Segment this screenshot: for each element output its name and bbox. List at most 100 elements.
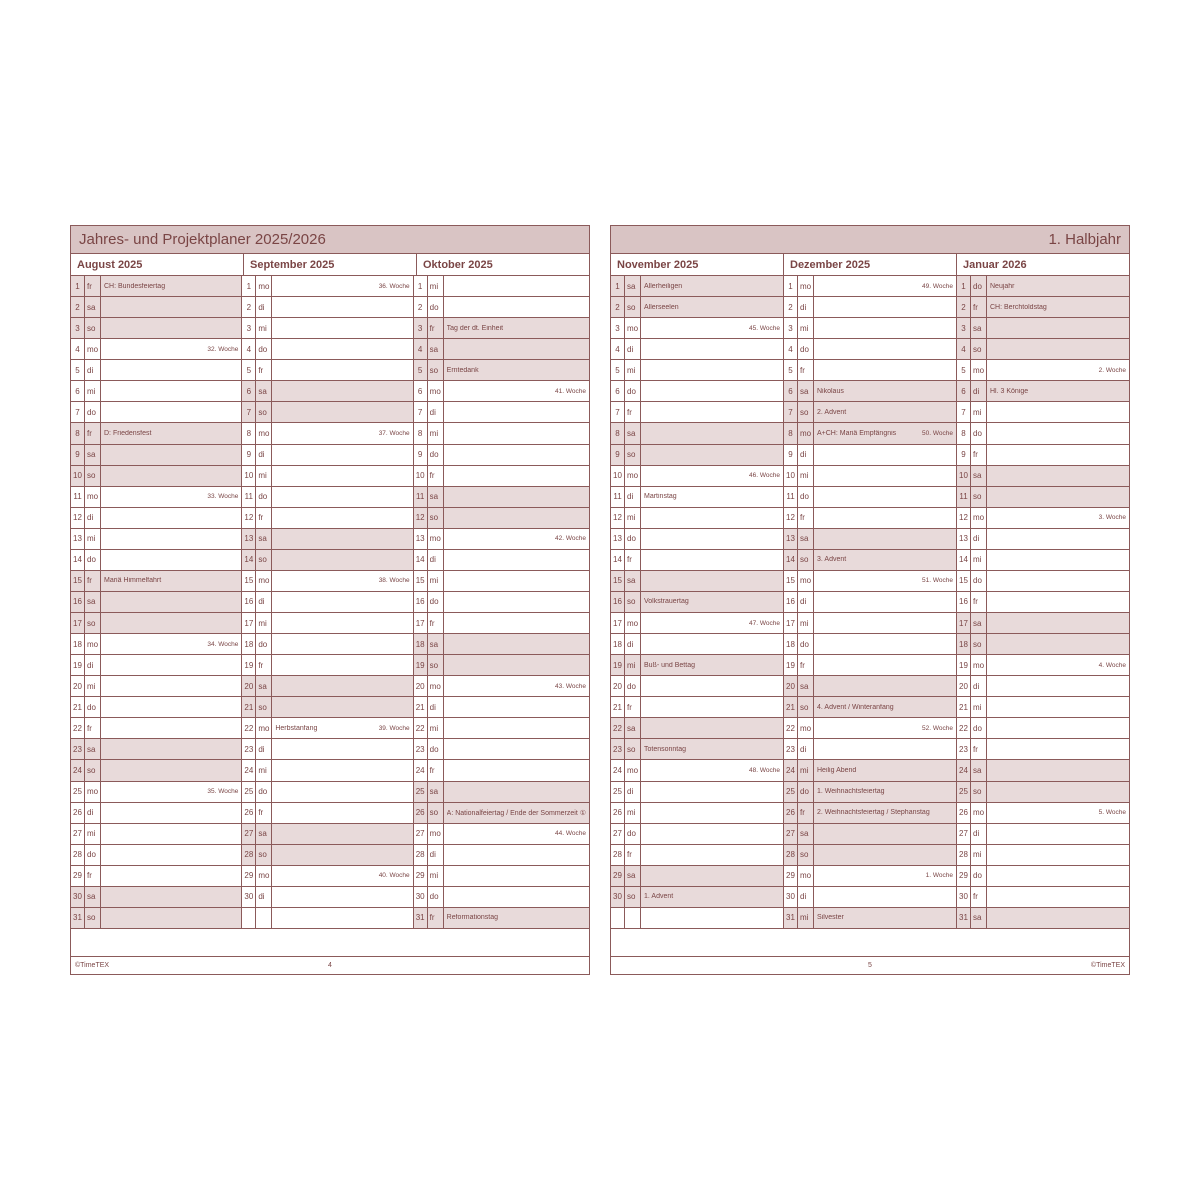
day-note xyxy=(272,297,412,317)
day-row: 28di xyxy=(414,845,589,866)
day-of-week: mo xyxy=(428,529,444,549)
day-number: 31 xyxy=(414,908,428,928)
day-row: 3mi xyxy=(242,318,412,339)
day-number: 30 xyxy=(784,887,798,907)
day-number: 29 xyxy=(784,866,798,886)
day-of-week: so xyxy=(85,908,101,928)
day-row: 19di xyxy=(71,655,241,676)
day-number: 17 xyxy=(611,613,625,633)
day-note: 5. Woche xyxy=(987,803,1129,823)
day-note xyxy=(444,613,589,633)
day-row: 7fr xyxy=(611,402,783,423)
day-number: 22 xyxy=(784,718,798,738)
day-number: 25 xyxy=(242,782,256,802)
day-row: 5soErntedank xyxy=(414,360,589,381)
day-note xyxy=(444,423,589,443)
day-number: 17 xyxy=(784,613,798,633)
day-number: 6 xyxy=(414,381,428,401)
month-header: Januar 2026 xyxy=(957,254,1129,275)
day-row: 24sa xyxy=(957,760,1129,781)
day-note: 52. Woche xyxy=(814,718,956,738)
day-note xyxy=(814,634,956,654)
week-label: 5. Woche xyxy=(1097,809,1126,816)
day-of-week: fr xyxy=(798,803,814,823)
day-note: 48. Woche xyxy=(641,760,783,780)
day-note xyxy=(444,718,589,738)
day-note: 45. Woche xyxy=(641,318,783,338)
day-number: 14 xyxy=(242,550,256,570)
day-note: 32. Woche xyxy=(101,339,241,359)
day-note xyxy=(444,487,589,507)
day-of-week: sa xyxy=(625,276,641,296)
day-row: 20di xyxy=(957,676,1129,697)
day-row: 24so xyxy=(71,760,241,781)
day-row: 23sa xyxy=(71,739,241,760)
day-row: 9do xyxy=(414,445,589,466)
day-of-week: mi xyxy=(971,402,987,422)
week-label: 48. Woche xyxy=(747,767,780,774)
day-row: 25do1. Weihnachtsfeiertag xyxy=(784,782,956,803)
day-of-week: fr xyxy=(428,760,444,780)
day-row: 8mo37. Woche xyxy=(242,423,412,444)
day-of-week: mi xyxy=(256,613,272,633)
day-row: 25so xyxy=(957,782,1129,803)
day-of-week: mo xyxy=(625,760,641,780)
day-note xyxy=(814,339,956,359)
day-number: 12 xyxy=(784,508,798,528)
day-of-week: do xyxy=(85,402,101,422)
day-of-week: sa xyxy=(85,297,101,317)
day-note xyxy=(444,508,589,528)
day-of-week: fr xyxy=(625,697,641,717)
day-row: 21fr xyxy=(611,697,783,718)
day-note xyxy=(444,760,589,780)
day-note: 49. Woche xyxy=(814,276,956,296)
day-of-week: mo xyxy=(798,718,814,738)
day-row xyxy=(242,908,412,928)
day-of-week: sa xyxy=(625,866,641,886)
day-row: 1mi xyxy=(414,276,589,297)
day-number: 21 xyxy=(611,697,625,717)
day-row: 30di xyxy=(242,887,412,908)
day-note xyxy=(641,381,783,401)
day-row: 16sa xyxy=(71,592,241,613)
day-number: 15 xyxy=(784,571,798,591)
day-number: 19 xyxy=(242,655,256,675)
day-of-week: so xyxy=(625,297,641,317)
day-note-text: Heilig Abend xyxy=(817,767,953,774)
day-row: 14do xyxy=(71,550,241,571)
day-number: 28 xyxy=(414,845,428,865)
day-note xyxy=(101,908,241,928)
day-number: 11 xyxy=(784,487,798,507)
day-note: 43. Woche xyxy=(444,676,589,696)
day-of-week: so xyxy=(428,803,444,823)
day-note xyxy=(987,423,1129,443)
day-of-week: sa xyxy=(256,529,272,549)
day-of-week: di xyxy=(85,508,101,528)
day-note: D: Friedensfest xyxy=(101,423,241,443)
week-label: 1. Woche xyxy=(924,872,953,879)
day-row: 15frMariä Himmelfahrt xyxy=(71,571,241,592)
day-number: 25 xyxy=(957,782,971,802)
day-note xyxy=(101,402,241,422)
day-number: 23 xyxy=(414,739,428,759)
day-note xyxy=(272,782,412,802)
day-of-week: mo xyxy=(256,718,272,738)
day-note: 44. Woche xyxy=(444,824,589,844)
day-number: 23 xyxy=(71,739,85,759)
day-note-text: 1. Advent xyxy=(644,893,780,900)
day-of-week: mi xyxy=(625,655,641,675)
day-note: 4. Woche xyxy=(987,655,1129,675)
day-number: 12 xyxy=(242,508,256,528)
day-note: 36. Woche xyxy=(272,276,412,296)
day-row: 13do xyxy=(611,529,783,550)
day-row: 17mo47. Woche xyxy=(611,613,783,634)
day-row: 28so xyxy=(242,845,412,866)
day-of-week: mi xyxy=(798,908,814,928)
day-number: 18 xyxy=(414,634,428,654)
day-note: 2. Advent xyxy=(814,402,956,422)
day-of-week: fr xyxy=(85,276,101,296)
week-label: 33. Woche xyxy=(205,493,238,500)
day-note-text: 3. Advent xyxy=(817,556,953,563)
day-of-week: fr xyxy=(428,318,444,338)
day-note xyxy=(101,508,241,528)
